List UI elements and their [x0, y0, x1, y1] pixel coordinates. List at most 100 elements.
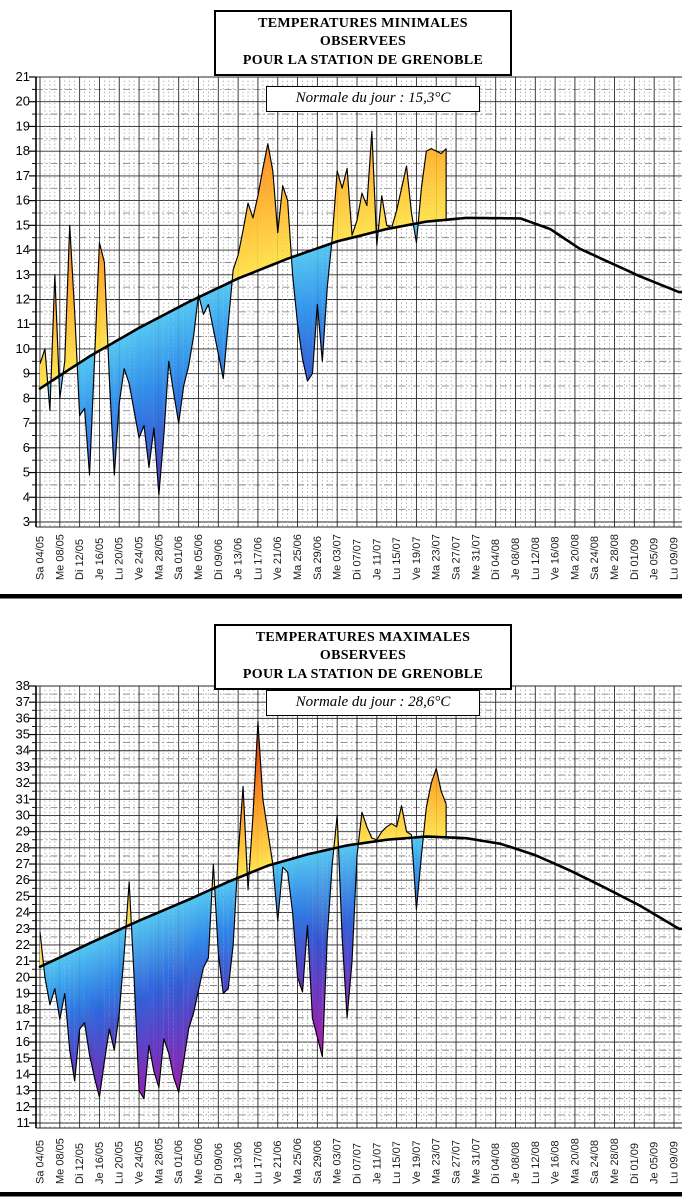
x-tick-label: Sa 01/06 — [173, 536, 185, 580]
x-tick-label: Me 08/05 — [54, 534, 66, 580]
x-tick-label: Lu 09/09 — [668, 1141, 680, 1184]
y-tick-label: 16 — [16, 193, 30, 208]
x-tick-label: Lu 15/07 — [391, 1141, 403, 1184]
x-tick-label: Ve 24/05 — [134, 1141, 146, 1184]
chart-max-title-box: TEMPERATURES MAXIMALES OBSERVEES POUR LA… — [214, 624, 512, 691]
x-tick-label: Ve 21/06 — [272, 1141, 284, 1184]
x-tick-label: Lu 20/05 — [114, 1141, 126, 1184]
separator-rule — [0, 594, 682, 599]
chart-max-title-line1: TEMPERATURES MAXIMALES OBSERVEES — [255, 630, 471, 664]
y-tick-label: 16 — [16, 1034, 30, 1049]
x-tick-label: Ma 20/08 — [569, 534, 581, 580]
y-tick-label: 33 — [16, 759, 30, 774]
y-tick-label: 12 — [16, 1099, 30, 1114]
y-tick-label: 18 — [16, 1002, 30, 1017]
y-tick-label: 36 — [16, 710, 30, 725]
x-tick-label: Sa 24/08 — [589, 1140, 601, 1184]
y-tick-label: 34 — [16, 743, 30, 758]
x-tick-label: Sa 24/08 — [589, 536, 601, 580]
x-tick-label: Lu 12/08 — [530, 537, 542, 580]
y-tick-label: 10 — [16, 341, 30, 356]
x-tick-label: Je 16/05 — [94, 1142, 106, 1184]
x-tick-label: Je 05/09 — [649, 1142, 661, 1184]
x-tick-label: Di 12/05 — [74, 1143, 86, 1184]
y-tick-label: 15 — [16, 1050, 30, 1065]
chart-min-normale-label: Normale du jour : 15,3°C — [295, 90, 451, 106]
x-tick-label: Ve 21/06 — [272, 537, 284, 580]
y-tick-label: 11 — [17, 316, 31, 331]
y-tick-label: 17 — [16, 168, 30, 183]
x-tick-label: Je 13/06 — [233, 538, 245, 580]
y-tick-label: 12 — [16, 292, 30, 307]
y-tick-label: 13 — [16, 1083, 30, 1098]
x-tick-label: Me 31/07 — [470, 534, 482, 580]
y-tick-label: 3 — [23, 514, 30, 529]
y-tick-label: 26 — [16, 872, 30, 887]
x-tick-label: Me 31/07 — [470, 1138, 482, 1184]
x-tick-label: Ma 28/05 — [153, 1138, 165, 1184]
x-tick-label: Di 04/08 — [490, 1143, 502, 1184]
y-tick-label: 21 — [16, 69, 30, 84]
x-tick-label: Je 11/07 — [371, 1143, 383, 1184]
y-tick-label: 32 — [16, 775, 30, 790]
observed-line-min — [39, 130, 447, 496]
y-tick-label: 31 — [16, 791, 30, 806]
x-tick-label: Je 11/07 — [371, 539, 383, 580]
y-tick-label: 25 — [16, 888, 30, 903]
y-tick-label: 14 — [16, 242, 30, 257]
x-tick-label: Lu 15/07 — [391, 537, 403, 580]
y-tick-label: 9 — [23, 366, 30, 381]
y-tick-label: 30 — [16, 807, 30, 822]
y-axis-labels-min: 21 20 19 18 17 16 15 14 13 12 11 10 9 8 7 6 5 4 3 — [16, 69, 30, 529]
x-tick-label: Je 08/08 — [510, 1142, 522, 1184]
x-tick-label: Lu 09/09 — [668, 537, 680, 580]
y-tick-label: 38 — [16, 678, 30, 693]
x-tick-label: Ma 25/06 — [292, 534, 304, 580]
y-tick-label: 7 — [23, 415, 30, 430]
x-tick-label: Ma 23/07 — [431, 1138, 443, 1184]
x-tick-label: Di 09/06 — [213, 539, 225, 580]
chart-min-title-line1: TEMPERATURES MINIMALES OBSERVEES — [258, 16, 468, 50]
x-tick-label: Ve 16/08 — [550, 537, 562, 580]
y-tick-label: 5 — [23, 465, 30, 480]
y-tick-label: 19 — [16, 986, 30, 1001]
y-tick-label: 27 — [16, 856, 30, 871]
y-tick-label: 13 — [16, 267, 30, 282]
normale-curve-min — [38, 216, 682, 390]
x-tick-label: Lu 12/08 — [530, 1141, 542, 1184]
y-tick-label: 35 — [16, 727, 30, 742]
x-tick-label: Ve 24/05 — [134, 537, 146, 580]
x-tick-label: Ma 23/07 — [431, 534, 443, 580]
x-tick-label: Sa 04/05 — [35, 536, 47, 580]
x-tick-label: Di 07/07 — [351, 539, 363, 580]
normale-curve-max — [38, 835, 682, 969]
x-tick-label: Sa 29/06 — [312, 1140, 324, 1184]
x-tick-label: Di 09/06 — [213, 1143, 225, 1184]
x-tick-label: Sa 27/07 — [451, 536, 463, 580]
y-tick-label: 29 — [16, 824, 30, 839]
x-axis-labels-max: Sa 04/05 Me 08/05 Di 12/05 Je 16/05 Lu 20/05… — [35, 1138, 681, 1184]
x-tick-label: Di 12/05 — [74, 539, 86, 580]
x-tick-label: Di 01/09 — [629, 1143, 641, 1184]
x-axis-labels-min: Sa 04/05 Me 08/05 Di 12/05 Je 16/05 Lu 20/05… — [35, 534, 681, 580]
x-tick-label: Me 03/07 — [332, 1138, 344, 1184]
x-tick-label: Ma 28/05 — [153, 534, 165, 580]
y-tick-label: 6 — [23, 440, 30, 455]
x-tick-label: Je 16/05 — [94, 538, 106, 580]
x-tick-label: Di 04/08 — [490, 539, 502, 580]
y-tick-label: 17 — [16, 1018, 30, 1033]
x-tick-label: Lu 17/06 — [252, 537, 264, 580]
x-tick-label: Me 28/08 — [609, 534, 621, 580]
x-tick-label: Je 13/06 — [233, 1142, 245, 1184]
x-tick-label: Sa 01/06 — [173, 1140, 185, 1184]
x-tick-label: Sa 29/06 — [312, 536, 324, 580]
x-tick-label: Di 07/07 — [351, 1143, 363, 1184]
y-tick-label: 14 — [16, 1066, 30, 1081]
y-tick-label: 15 — [16, 217, 30, 232]
chart-min-normale-box: Normale du jour : 15,3°C — [266, 86, 480, 112]
x-tick-label: Me 05/06 — [193, 1138, 205, 1184]
x-tick-label: Me 05/06 — [193, 534, 205, 580]
